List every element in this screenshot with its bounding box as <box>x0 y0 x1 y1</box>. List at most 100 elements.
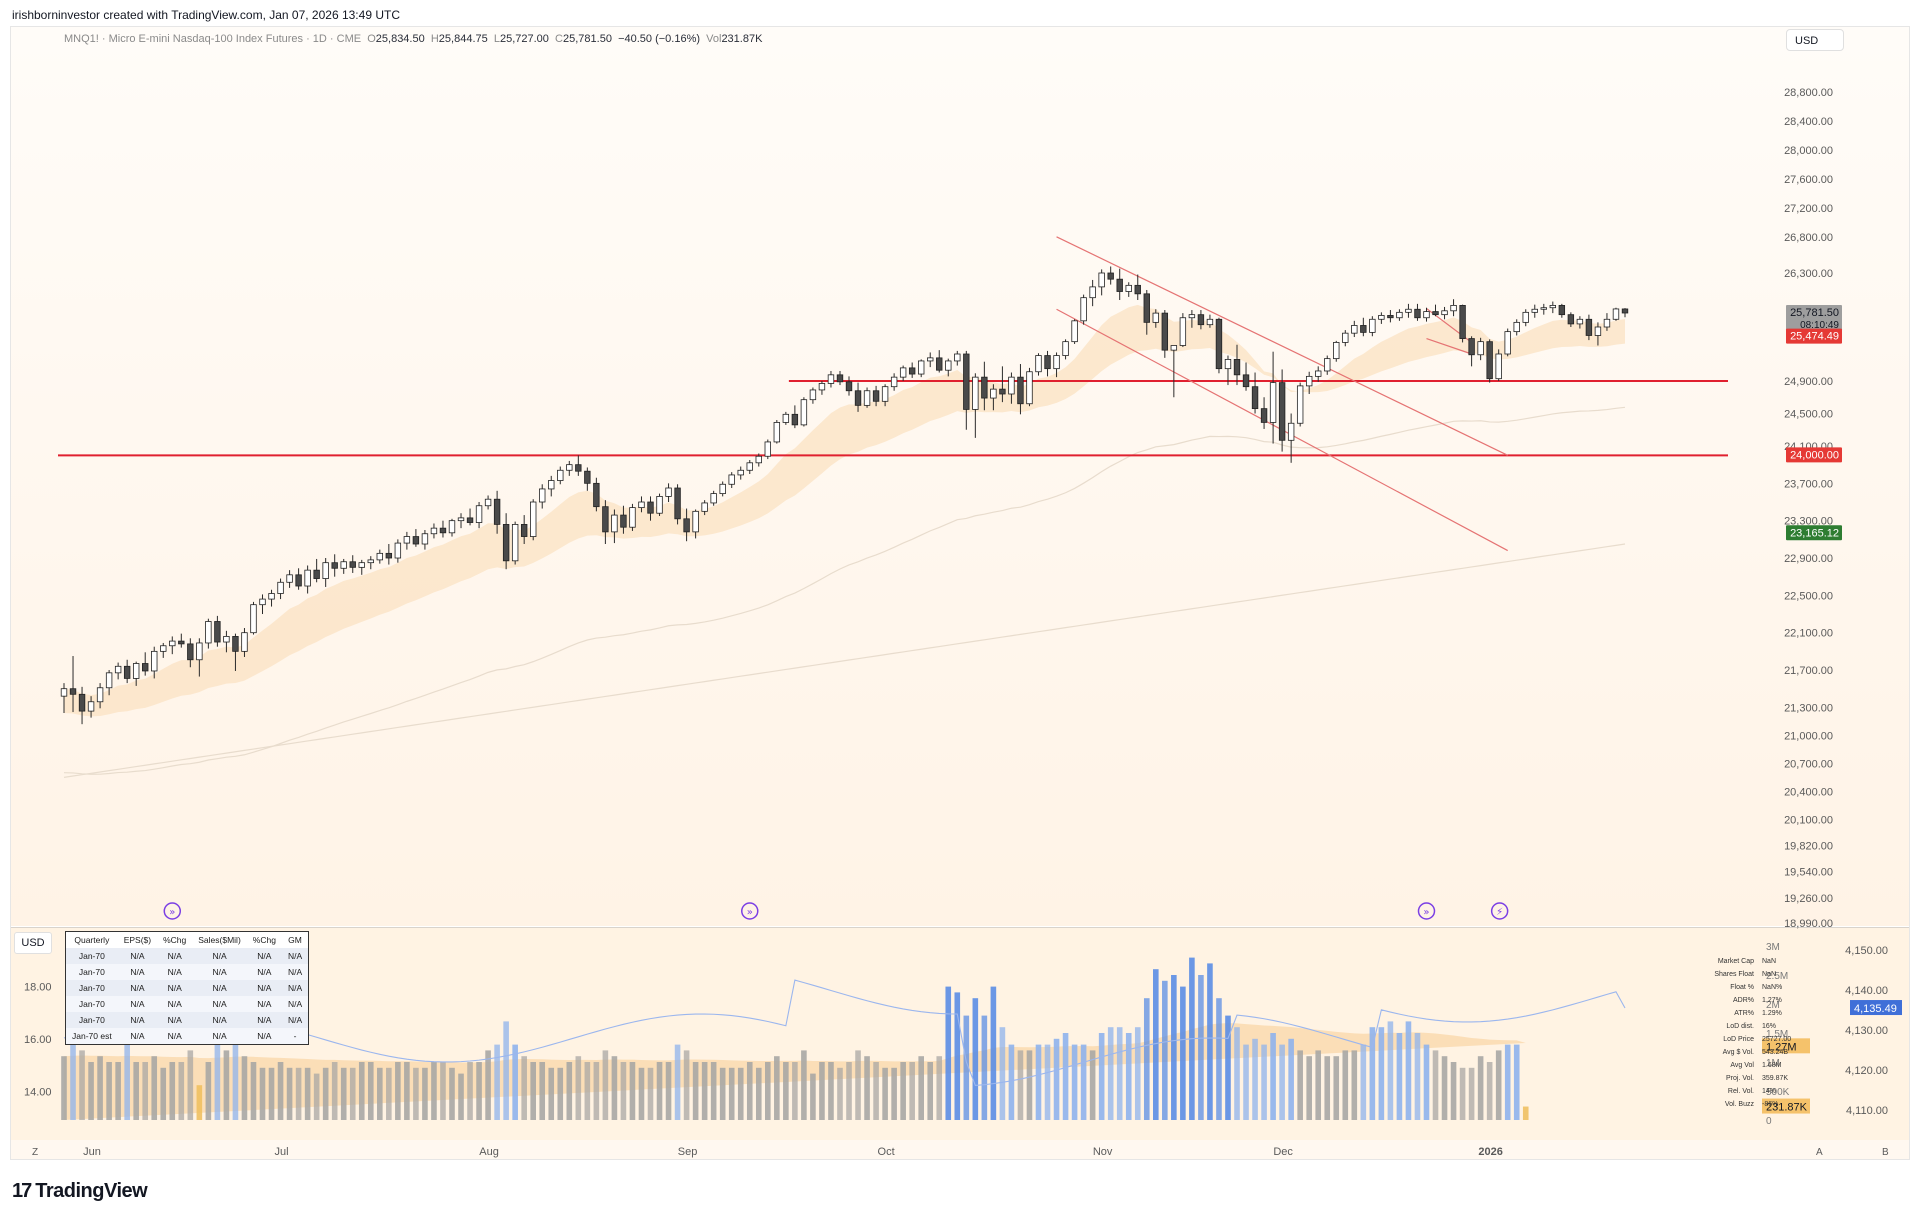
table-cell: Jan-70 <box>78 1015 105 1025</box>
candle <box>593 477 600 512</box>
main-price-pane[interactable] <box>10 26 1910 926</box>
time-axis[interactable] <box>10 1140 1910 1160</box>
volume-bar <box>169 1062 176 1120</box>
volume-bar <box>1125 1033 1132 1120</box>
volume-bar <box>1378 1027 1385 1120</box>
candle-body <box>69 688 77 695</box>
volume-bar <box>891 1067 897 1120</box>
volume-bar <box>1279 1044 1285 1120</box>
volume-bar <box>1270 1033 1276 1120</box>
change-value: −40.50 (−0.16%) <box>618 33 701 45</box>
volume-bar <box>990 986 997 1120</box>
volume-bar <box>927 1062 934 1120</box>
time-axis-label: Aug <box>479 1146 499 1158</box>
candle-body <box>629 507 636 528</box>
candle-body <box>403 536 411 544</box>
volume-bar <box>1297 1050 1303 1120</box>
candle-body <box>990 388 997 399</box>
table-cell: N/A <box>287 983 303 993</box>
candle <box>1071 319 1078 344</box>
candle <box>313 558 320 583</box>
stats-key: Avg $ Vol. <box>1722 1049 1754 1056</box>
stats-value: -86% <box>1762 1101 1779 1108</box>
table-cell: N/A <box>257 1031 272 1041</box>
stats-value: 25727.00 <box>1762 1036 1792 1043</box>
candle-body <box>484 498 492 507</box>
candle <box>881 384 889 407</box>
volume-bar <box>259 1067 266 1120</box>
currency-selector-lower[interactable]: USD <box>14 932 52 954</box>
candle-body <box>295 574 302 587</box>
tradingview-branding[interactable]: 17 TradingView <box>12 1180 148 1203</box>
stats-key: LoD Price <box>1723 1036 1754 1043</box>
table-cell: N/A <box>167 967 182 977</box>
table-cell: N/A <box>167 1015 182 1025</box>
volume-bar <box>196 1085 203 1120</box>
time-axis-label: Oct <box>878 1146 895 1158</box>
volume-bar <box>133 1062 139 1120</box>
candle-body <box>1008 376 1015 395</box>
volume-bar <box>1504 1044 1511 1120</box>
stats-key: ADR% <box>1732 997 1754 1004</box>
stats-value: NaN <box>1762 971 1777 978</box>
candle-body <box>1125 284 1132 292</box>
right-axis-tick: 4,150.00 <box>1845 945 1888 957</box>
volume-bar <box>61 1056 67 1120</box>
volume-bar <box>629 1062 636 1120</box>
currency-selector-main[interactable]: USD <box>1786 29 1844 51</box>
symbol-legend[interactable]: MNQ1! · Micro E-mini Nasdaq-100 Index Fu… <box>64 33 762 45</box>
candle <box>1233 344 1241 386</box>
candle <box>972 373 979 438</box>
time-axis-left-button[interactable]: Z <box>32 1147 38 1158</box>
candle-body <box>899 367 907 378</box>
candle-body <box>1324 358 1331 372</box>
candle <box>1378 312 1385 324</box>
event-circle <box>1417 902 1436 920</box>
candle <box>782 411 790 425</box>
price-axis-tick: 24,500.00 <box>1784 409 1833 421</box>
price-badge-bg <box>1786 328 1842 344</box>
time-axis-right-button[interactable]: A <box>1816 1147 1823 1158</box>
candle <box>340 558 347 574</box>
volume-bar <box>963 1015 970 1120</box>
table-row: Jan-70 N/A N/A N/A N/A N/A <box>66 980 309 996</box>
candle-body <box>1170 345 1178 351</box>
candle-body <box>728 474 735 485</box>
credit-text: irishborninvestor created with TradingVi… <box>12 8 400 22</box>
volume-bar <box>765 1062 771 1120</box>
candle-body <box>475 505 483 523</box>
candle-body <box>809 389 817 401</box>
price-axis-tick: 19,260.00 <box>1784 893 1833 905</box>
table-cell: N/A <box>257 999 272 1009</box>
candle-body <box>1161 312 1169 351</box>
volume-bar <box>494 1044 500 1120</box>
price-axis-tick: 21,700.00 <box>1784 665 1833 677</box>
price-badge: 25,474.49 <box>1786 328 1842 344</box>
candle <box>214 615 221 647</box>
table-cell: N/A <box>130 967 145 977</box>
candle-body <box>710 493 717 504</box>
volume-bar <box>1387 1021 1394 1120</box>
volume-bar <box>1216 998 1222 1120</box>
candle-body <box>1531 308 1538 313</box>
candle-body <box>764 441 772 457</box>
candle <box>647 496 654 521</box>
candle-body <box>1035 355 1042 373</box>
high-value: 25,844.75 <box>438 33 488 45</box>
candle-body <box>1558 304 1566 316</box>
candle-body <box>1540 307 1547 310</box>
candle-body <box>1224 358 1232 370</box>
stats-row: ADR% 1.27% <box>1690 994 1812 1007</box>
candle-body <box>1378 315 1385 320</box>
volume-bar <box>151 1056 158 1120</box>
volume-bar <box>1495 1050 1502 1120</box>
volume-bar <box>512 1044 518 1120</box>
header-eps-chg: %Chg <box>157 931 193 948</box>
quarterly-fundamentals-table: Quarterly EPS($) %Chg Sales($Mil) %Chg G… <box>65 931 310 1045</box>
time-axis-right-button[interactable]: B <box>1882 1147 1889 1158</box>
table-cell: N/A <box>287 951 303 961</box>
volume-bar <box>1342 1050 1349 1120</box>
candle-body <box>169 640 176 647</box>
candle <box>1423 307 1430 322</box>
